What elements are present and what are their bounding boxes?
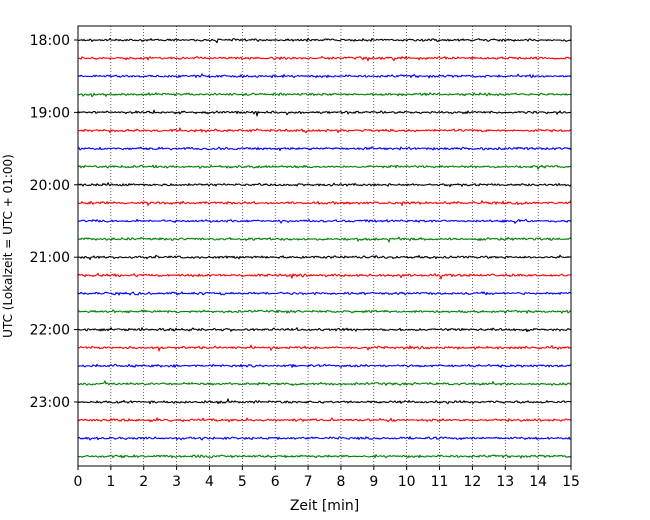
trace-2330 xyxy=(77,436,572,441)
trace-2315 xyxy=(77,417,572,423)
trace-2130 xyxy=(77,291,572,296)
trace-2245 xyxy=(77,380,572,387)
y-axis-ticks: 18:00 19:00 20:00 21:00 22:00 23:00 xyxy=(30,33,78,411)
y-tick-label-2200: 22:00 xyxy=(30,323,70,339)
trace-1915 xyxy=(77,127,572,134)
trace-2015 xyxy=(77,199,572,207)
trace-2100 xyxy=(77,254,572,261)
y-axis-label: UTC (Lokalzeit = UTC + 01:00) xyxy=(1,154,15,338)
x-tick-label-6: 6 xyxy=(271,474,280,490)
x-axis-label: Zeit [min] xyxy=(290,498,359,514)
x-tick-label-13: 13 xyxy=(496,474,514,490)
y-tick-label-2000: 20:00 xyxy=(30,178,70,194)
vertical-grid xyxy=(110,26,539,466)
trace-2030 xyxy=(77,218,572,224)
trace-2300 xyxy=(77,398,572,405)
y-tick-label-1900: 19:00 xyxy=(30,105,70,121)
y-tick-label-2300: 23:00 xyxy=(30,395,70,411)
x-tick-label-10: 10 xyxy=(398,474,416,490)
trace-1945 xyxy=(77,164,572,170)
x-tick-label-12: 12 xyxy=(463,474,481,490)
x-tick-label-1: 1 xyxy=(106,474,115,490)
x-tick-label-9: 9 xyxy=(369,474,378,490)
x-tick-label-2: 2 xyxy=(139,474,148,490)
trace-1845 xyxy=(77,92,572,98)
y-tick-label-2100: 21:00 xyxy=(30,250,70,266)
trace-2200 xyxy=(77,327,572,333)
x-tick-label-14: 14 xyxy=(529,474,547,490)
trace-1800 xyxy=(77,37,572,44)
trace-2345 xyxy=(77,454,572,459)
x-axis-ticks: 0 1 2 3 4 5 6 7 8 9 10 11 12 13 14 15 xyxy=(74,466,580,490)
x-tick-label-0: 0 xyxy=(74,474,83,490)
trace-1900 xyxy=(77,109,572,117)
x-tick-label-15: 15 xyxy=(562,474,580,490)
x-tick-label-4: 4 xyxy=(205,474,214,490)
trace-2045 xyxy=(77,236,572,243)
trace-2000 xyxy=(77,182,572,188)
trace-2230 xyxy=(77,363,572,368)
trace-2215 xyxy=(77,344,572,352)
x-tick-label-5: 5 xyxy=(238,474,247,490)
trace-1930 xyxy=(77,146,572,152)
trace-2145 xyxy=(77,309,572,314)
plot-background xyxy=(78,26,571,466)
x-tick-label-7: 7 xyxy=(304,474,313,490)
x-tick-label-11: 11 xyxy=(431,474,449,490)
plot-frame xyxy=(77,25,572,467)
trace-2115 xyxy=(77,272,572,280)
trace-1830 xyxy=(77,73,572,79)
y-tick-label-1800: 18:00 xyxy=(30,33,70,49)
x-tick-label-8: 8 xyxy=(336,474,345,490)
x-tick-label-3: 3 xyxy=(172,474,181,490)
traces-group xyxy=(77,37,572,459)
trace-1815 xyxy=(77,55,572,62)
